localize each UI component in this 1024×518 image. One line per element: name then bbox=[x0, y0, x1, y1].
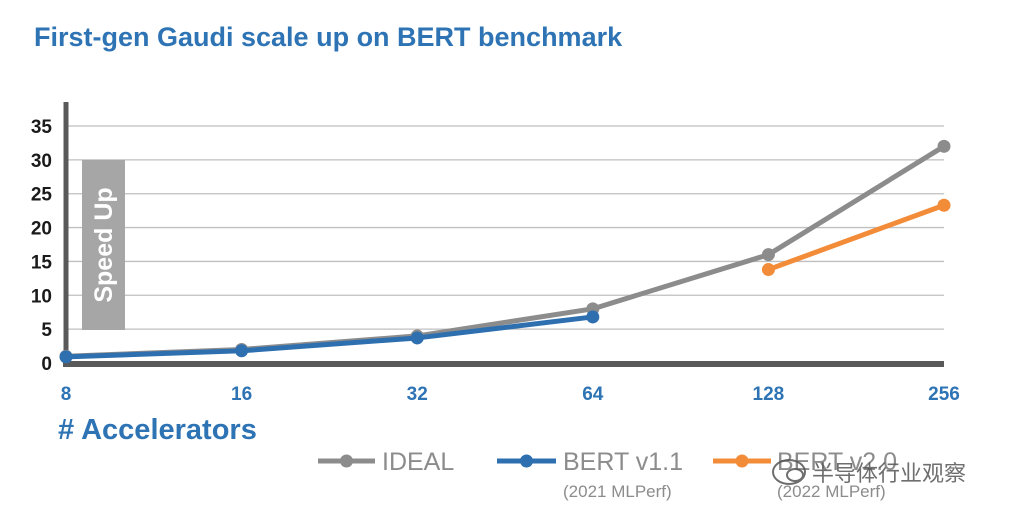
y-axis-title-group: Speed Up bbox=[82, 160, 125, 330]
axes bbox=[63, 102, 944, 367]
data-point-bert-v2-0-128 bbox=[761, 263, 775, 277]
x-axis-title: # Accelerators bbox=[58, 414, 257, 446]
x-tick-label-8: 8 bbox=[61, 384, 72, 405]
legend-marker-bert-v2-0 bbox=[735, 454, 749, 468]
y-tick-label-0: 0 bbox=[41, 354, 52, 375]
data-point-ideal-128 bbox=[761, 248, 775, 262]
y-tick-label-5: 5 bbox=[41, 320, 52, 341]
legend-label-bert-v1-1: BERT v1.1 bbox=[563, 448, 683, 476]
watermark: 半导体行业观察 bbox=[772, 456, 966, 488]
x-tick-label-32: 32 bbox=[407, 384, 428, 405]
y-tick-labels: 0 5 10 15 20 25 30 35 bbox=[31, 117, 53, 375]
y-tick-label-20: 20 bbox=[31, 219, 52, 240]
x-tick-label-64: 64 bbox=[582, 384, 604, 405]
legend-note-bert-v1-1: (2021 MLPerf) bbox=[563, 482, 672, 501]
series-lines bbox=[59, 139, 951, 364]
x-tick-label-16: 16 bbox=[231, 384, 252, 405]
y-tick-label-35: 35 bbox=[31, 117, 53, 138]
series-line-bert-v2-0 bbox=[765, 202, 947, 273]
legend-marker-bert-v1-1 bbox=[520, 454, 533, 468]
x-tick-labels: 8 16 32 64 128 256 bbox=[61, 384, 960, 405]
y-tick-label-30: 30 bbox=[31, 151, 52, 172]
wechat-icon bbox=[772, 459, 806, 485]
data-point-ideal-256 bbox=[937, 139, 951, 153]
legend-markers bbox=[318, 454, 771, 468]
data-point-bert-v2-0-256 bbox=[937, 198, 951, 212]
data-point-bert-v1-1-8 bbox=[59, 350, 73, 364]
y-tick-label-25: 25 bbox=[31, 185, 53, 206]
y-axis-title: Speed Up bbox=[90, 187, 118, 302]
y-tick-label-15: 15 bbox=[31, 252, 53, 273]
series-line-bert-v1-1 bbox=[63, 314, 596, 360]
data-point-bert-v1-1-64 bbox=[586, 310, 600, 324]
data-point-bert-v1-1-32 bbox=[410, 331, 424, 345]
legend-marker-ideal bbox=[340, 454, 353, 468]
chart-title: First-gen Gaudi scale up on BERT benchma… bbox=[34, 22, 623, 52]
data-point-bert-v1-1-16 bbox=[235, 344, 249, 358]
grid-lines bbox=[66, 125, 944, 330]
y-axis-title-box bbox=[82, 160, 125, 330]
legend-label-ideal: IDEAL bbox=[382, 448, 455, 476]
x-tick-label-128: 128 bbox=[753, 384, 785, 405]
watermark-text: 半导体行业观察 bbox=[812, 461, 967, 486]
legend-note-bert-v2-0: (2022 MLPerf) bbox=[777, 482, 886, 501]
y-tick-label-10: 10 bbox=[31, 286, 52, 307]
x-tick-label-256: 256 bbox=[928, 384, 960, 405]
